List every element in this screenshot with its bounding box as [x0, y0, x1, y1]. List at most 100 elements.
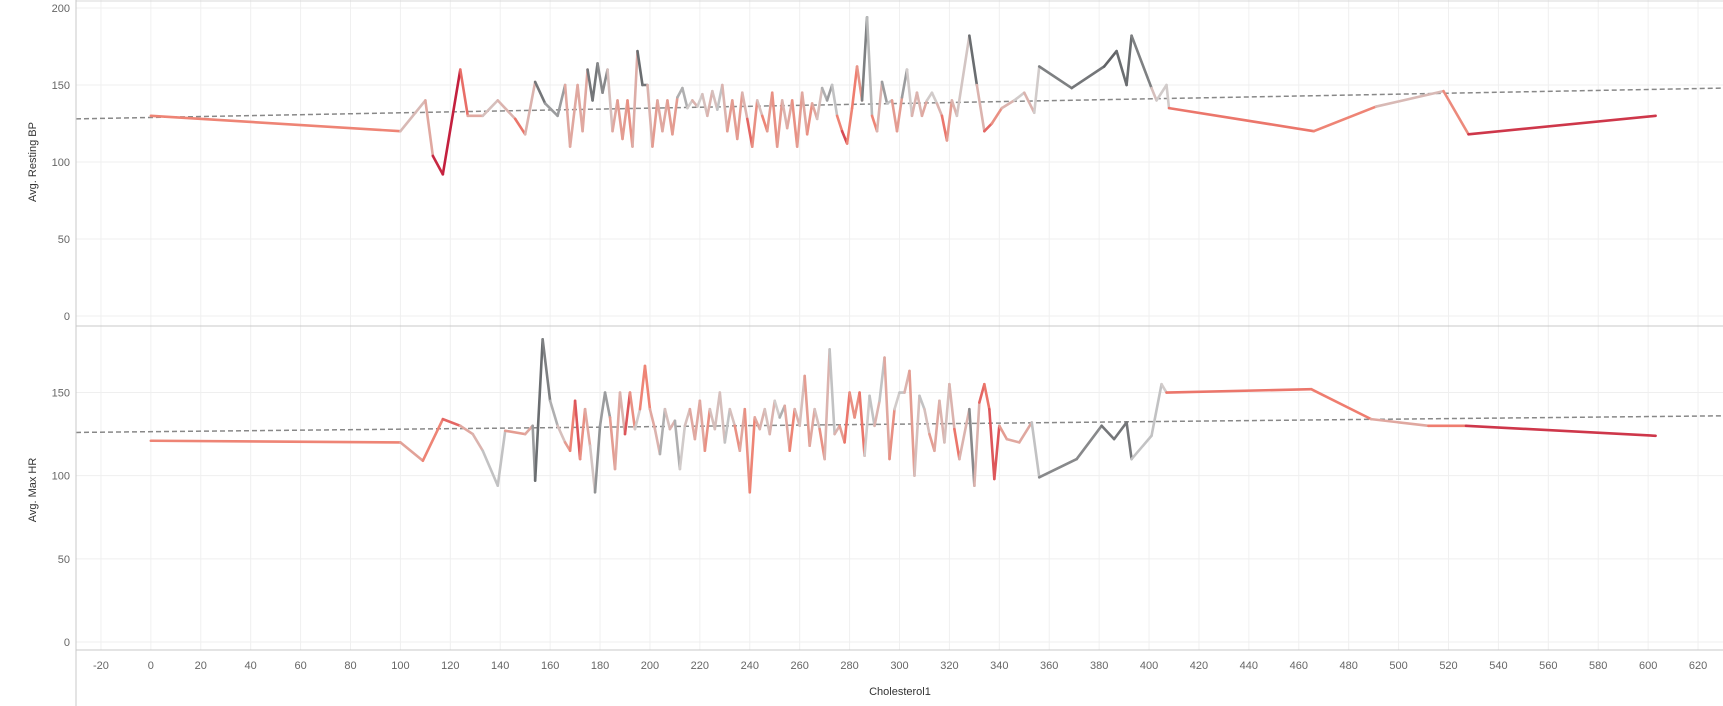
series-segment-resting-bp [740, 91, 749, 121]
series-segment-resting-bp [576, 83, 584, 133]
series-segment-max-hr [733, 424, 742, 453]
series-segment-resting-bp [431, 154, 445, 176]
series-segment-max-hr [843, 391, 851, 444]
series-segment-resting-bp [875, 80, 884, 133]
series-segment-max-hr [643, 364, 652, 411]
trend-line-max-hr [75, 415, 1723, 434]
series-segment-resting-bp [1167, 106, 1316, 133]
series-segment-resting-bp [790, 99, 799, 148]
series-segment-resting-bp [646, 83, 654, 148]
series-segment-resting-bp [1115, 49, 1128, 87]
series-segment-resting-bp [611, 99, 619, 133]
series-segment-resting-bp [731, 99, 739, 141]
series-segment-max-hr [556, 424, 567, 444]
x-tick-label: 340 [990, 660, 1008, 672]
series-segment-max-hr [1464, 424, 1657, 438]
series-segment-max-hr [908, 369, 916, 477]
x-tick-label: 380 [1090, 660, 1108, 672]
series-segment-resting-bp [780, 99, 789, 130]
series-segment-max-hr [1125, 421, 1133, 461]
series-segment-max-hr [1112, 421, 1128, 441]
series-segment-resting-bp [399, 99, 427, 133]
series-segment-resting-bp [850, 65, 859, 110]
series-segment-resting-bp [835, 114, 844, 133]
x-tick-label: 0 [148, 660, 154, 672]
series-segment-resting-bp [591, 62, 599, 102]
x-tick-label: 560 [1539, 660, 1557, 672]
series-segment-resting-bp [745, 117, 754, 148]
series-segment-max-hr [988, 407, 996, 481]
series-segment-resting-bp [735, 91, 744, 141]
series-segment-resting-bp [621, 99, 629, 141]
grid-layer [76, 0, 1723, 650]
series-segment-max-hr [968, 407, 976, 487]
series-segment-max-hr [421, 417, 445, 463]
series-segment-resting-bp [661, 99, 669, 133]
x-tick-label: 480 [1340, 660, 1358, 672]
series-segment-max-hr [1160, 382, 1168, 394]
series-segment-max-hr [496, 429, 507, 487]
x-tick-label: 440 [1240, 660, 1258, 672]
x-tick-label: 220 [691, 660, 709, 672]
series-segment-max-hr [1369, 417, 1430, 428]
x-tick-label: 180 [591, 660, 609, 672]
series-segment-resting-bp [1130, 34, 1153, 90]
series-segment-resting-bp [890, 99, 899, 133]
x-tick-label: 20 [195, 660, 207, 672]
axis-layer: -20 0 20 40 60 80 100 120 140 160 180 200 220 240 260 2… [52, 0, 1723, 706]
series-segment-resting-bp [711, 89, 719, 111]
series-segment-resting-bp [983, 122, 994, 133]
x-tick-label: 500 [1389, 660, 1407, 672]
series-segment-resting-bp [820, 86, 829, 102]
series-segment-resting-bp [458, 68, 470, 118]
series-segment-resting-bp [805, 102, 814, 136]
series-segment-resting-bp [865, 15, 874, 118]
series-segment-resting-bp [935, 102, 944, 118]
series-segment-resting-bp [750, 99, 759, 148]
series-segment-resting-bp [596, 62, 604, 94]
y-tick-label-resting-bp: 0 [64, 311, 70, 323]
series-segment-resting-bp [496, 99, 517, 121]
series-segment-max-hr [623, 391, 632, 436]
series-segment-max-hr [783, 404, 792, 453]
series-segment-resting-bp [1037, 65, 1073, 90]
series-segment-max-hr [638, 364, 647, 411]
x-tick-label: 540 [1489, 660, 1507, 672]
series-segment-max-hr [598, 391, 607, 428]
series-segment-max-hr [503, 429, 527, 436]
series-segment-max-hr [998, 424, 1009, 441]
series-segment-resting-bp [563, 83, 572, 148]
series-segment-resting-bp [895, 96, 904, 133]
series-segment-max-hr [541, 338, 552, 403]
x-tick-label: 280 [840, 660, 858, 672]
series-segment-resting-bp [481, 99, 500, 118]
trend-layer [75, 87, 1723, 434]
series-segment-resting-bp [681, 86, 689, 110]
series-segment-resting-bp [845, 106, 854, 145]
series-segment-max-hr [1075, 424, 1103, 461]
series-segment-resting-bp [666, 99, 674, 136]
series-segment-max-hr [773, 399, 782, 419]
series-segment-max-hr [588, 444, 597, 494]
series-segment-max-hr [481, 449, 500, 487]
series-segment-max-hr [863, 394, 871, 458]
series-segment-max-hr [848, 391, 856, 419]
series-segment-max-hr [883, 356, 891, 461]
series-segment-max-hr [813, 407, 821, 431]
y-tick-label-max-hr: 50 [58, 554, 70, 566]
series-segment-resting-bp [523, 80, 537, 136]
series-segment-resting-bp [513, 117, 527, 136]
series-segment-resting-bp [990, 106, 1004, 125]
series-segment-max-hr [873, 399, 881, 428]
series-segment-max-hr [698, 399, 707, 453]
series-segment-max-hr [953, 427, 961, 461]
y-tick-label-max-hr: 0 [64, 637, 70, 649]
series-segment-max-hr [918, 394, 926, 411]
series-segment-resting-bp [1102, 49, 1118, 68]
series-segment-resting-bp [1012, 91, 1026, 102]
series-segment-max-hr [603, 391, 612, 419]
series-segment-max-hr [718, 391, 727, 444]
series-segment-resting-bp [1032, 65, 1041, 115]
series-segment-max-hr [888, 407, 896, 461]
series-segment-resting-bp [775, 99, 784, 148]
